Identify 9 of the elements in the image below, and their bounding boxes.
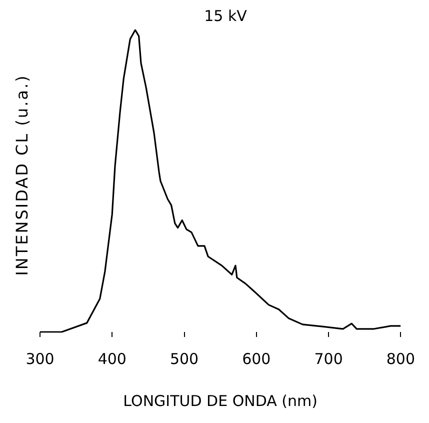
x-tick-label: 300 bbox=[26, 350, 54, 368]
x-tick-label: 600 bbox=[242, 350, 271, 368]
x-tick-label: 500 bbox=[170, 350, 199, 368]
y-axis-title: INTENSIDAD CL (u.a.) bbox=[12, 74, 32, 276]
x-tick-label: 800 bbox=[386, 350, 416, 368]
x-axis-title: LONGITUD DE ONDA (nm) bbox=[123, 392, 318, 410]
x-tick-label: 700 bbox=[314, 350, 343, 368]
chart-title: 15 kV bbox=[204, 6, 248, 25]
x-tick-label: 400 bbox=[98, 350, 126, 368]
